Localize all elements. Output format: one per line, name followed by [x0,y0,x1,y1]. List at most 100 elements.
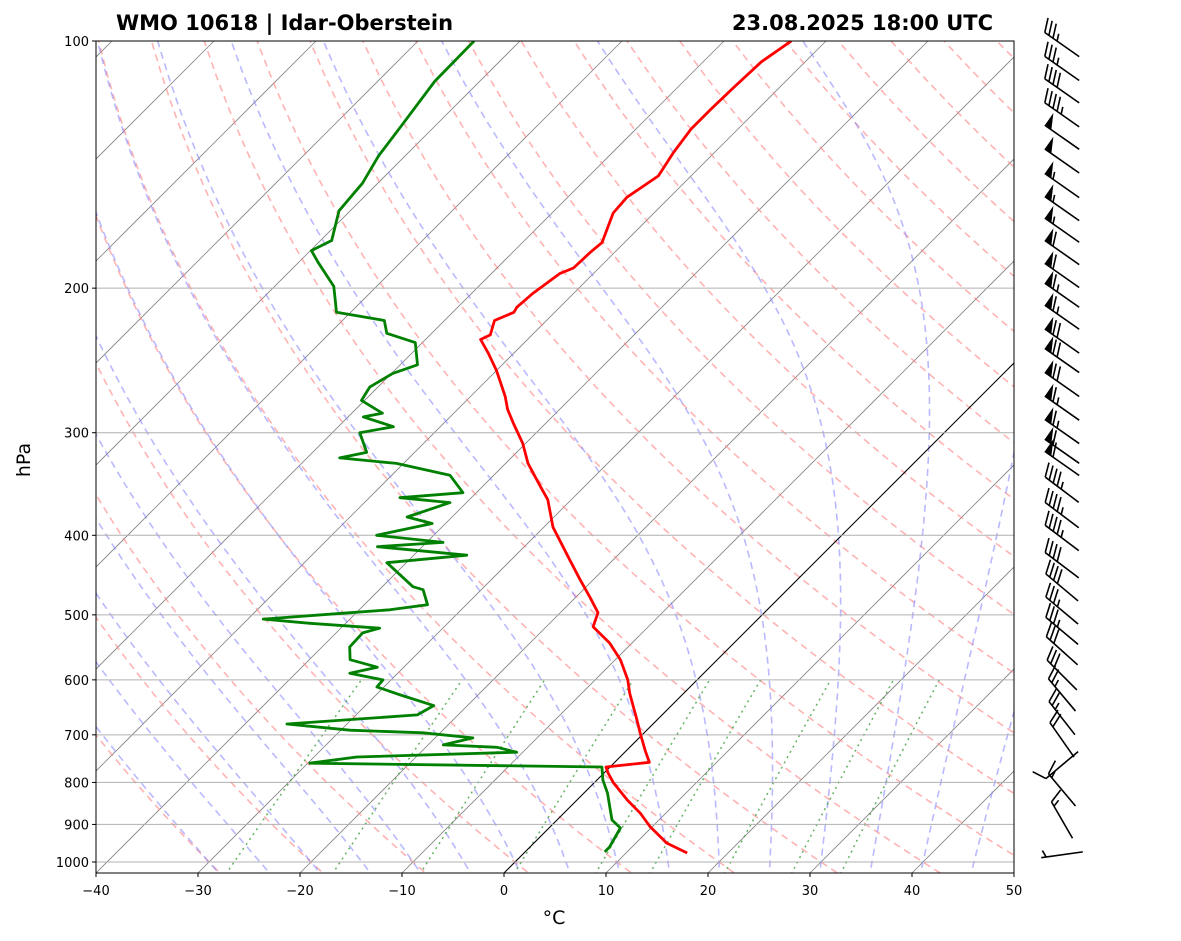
barb-full [1052,231,1058,247]
barb-full [1052,23,1058,39]
barb-pennant [1044,439,1054,456]
barb-full [1045,602,1052,618]
x-tick-label: 30 [802,884,819,899]
barb-half [1056,33,1060,42]
isotherm-line [809,668,1014,873]
barb-half [1041,850,1047,858]
barb-full [1052,387,1058,402]
barb-full [1056,322,1062,338]
moist-adiabat-line [96,41,571,873]
moist-adiabat-line [96,334,472,873]
y-tick-label: 100 [64,35,89,50]
barb-full [1051,692,1061,706]
chart-title-station: WMO 10618 | Idar-Oberstein [116,11,453,36]
wind-barb [1046,646,1078,691]
barb-half [1056,420,1060,429]
temperature-profile-line [479,41,793,855]
barb-shaft [1044,31,1080,58]
barb-full [1052,47,1058,63]
dry-adiabat-line [256,41,1014,857]
wind-barb [1044,112,1080,150]
barb-shaft [1046,659,1078,691]
moist-adiabat-line [156,41,621,873]
moist-adiabat-line [970,708,1014,873]
barb-shaft [1047,678,1077,712]
barb-full [1053,629,1060,644]
wind-barb [1044,360,1080,398]
dry-adiabat-line [362,41,1014,734]
barb-full [1046,646,1054,661]
barb-full [1049,649,1058,665]
barb-pennant [1044,136,1054,154]
barb-half [1060,507,1064,515]
barb-half [1056,619,1061,628]
barb-full [1052,93,1058,109]
barb-shaft [1047,773,1077,807]
wind-barb [1044,407,1080,445]
barb-pennant [1044,184,1054,202]
wind-barb [1045,582,1079,625]
moist-adiabat-line [596,41,842,873]
y-tick-label: 700 [64,729,89,744]
barb-full [1049,625,1056,641]
moist-adiabat-line [96,516,372,873]
dry-adiabat-line [96,361,530,873]
wind-barb [1044,17,1080,58]
barb-shaft [1048,701,1076,736]
barb-half [1056,57,1060,66]
barb-full [1048,688,1058,702]
barb-shaft [1045,573,1079,602]
barb-full [1044,510,1050,526]
barb-full [1056,342,1062,358]
barb-full [1052,363,1058,379]
wind-barb [1041,850,1083,859]
wind-barb [1032,750,1079,780]
barb-full [1052,609,1059,625]
barb-full [1048,606,1056,621]
barb-shaft [1045,750,1079,780]
barb-full [1044,64,1049,79]
moist-adiabat-line [96,725,220,873]
x-axis-label: °C [543,907,566,929]
barb-full [1048,20,1053,36]
barb-full [1045,622,1053,637]
barb-full [1056,96,1062,112]
barb-shaft [1044,328,1080,354]
y-tick-label: 500 [64,609,89,624]
wind-barb [1044,510,1080,552]
y-axis: 100 200 300 400 500 600 700 800 900 1000 [56,35,96,871]
wind-barb [1044,228,1080,266]
barb-full [1052,296,1058,312]
barb-full [1044,17,1049,33]
wind-barb [1044,336,1080,374]
barb-pennant [1044,383,1054,401]
barb-full [1052,69,1058,85]
moist-adiabat-line [919,448,1014,873]
isotherm-line [197,56,1014,873]
barb-shaft [1044,124,1080,150]
y-tick-label: 800 [64,776,89,791]
barb-full [1056,366,1062,382]
moist-adiabat-line [440,41,774,873]
barb-pennant [1044,161,1054,179]
barb-pennant [1044,270,1054,288]
y-tick-label: 900 [64,818,89,833]
barb-shaft [1044,78,1080,104]
wind-barb [1044,316,1080,354]
barb-pennant [1044,205,1054,223]
wind-barb [1044,205,1080,243]
isotherm-line [299,158,1014,873]
y-tick-label: 200 [64,282,89,297]
barb-full [1048,513,1054,529]
barb-full [1052,430,1058,446]
barb-pennant [1044,336,1054,354]
barb-full [1048,585,1056,601]
barb-half [1056,306,1060,314]
mixing-ratio-line [419,679,546,873]
moist-adiabat-line [96,210,522,873]
x-tick-label: 0 [500,884,508,899]
wind-barb [1044,88,1080,128]
barb-pennant [1044,316,1054,334]
isotherm-line [96,41,317,262]
barb-half [1060,106,1064,115]
